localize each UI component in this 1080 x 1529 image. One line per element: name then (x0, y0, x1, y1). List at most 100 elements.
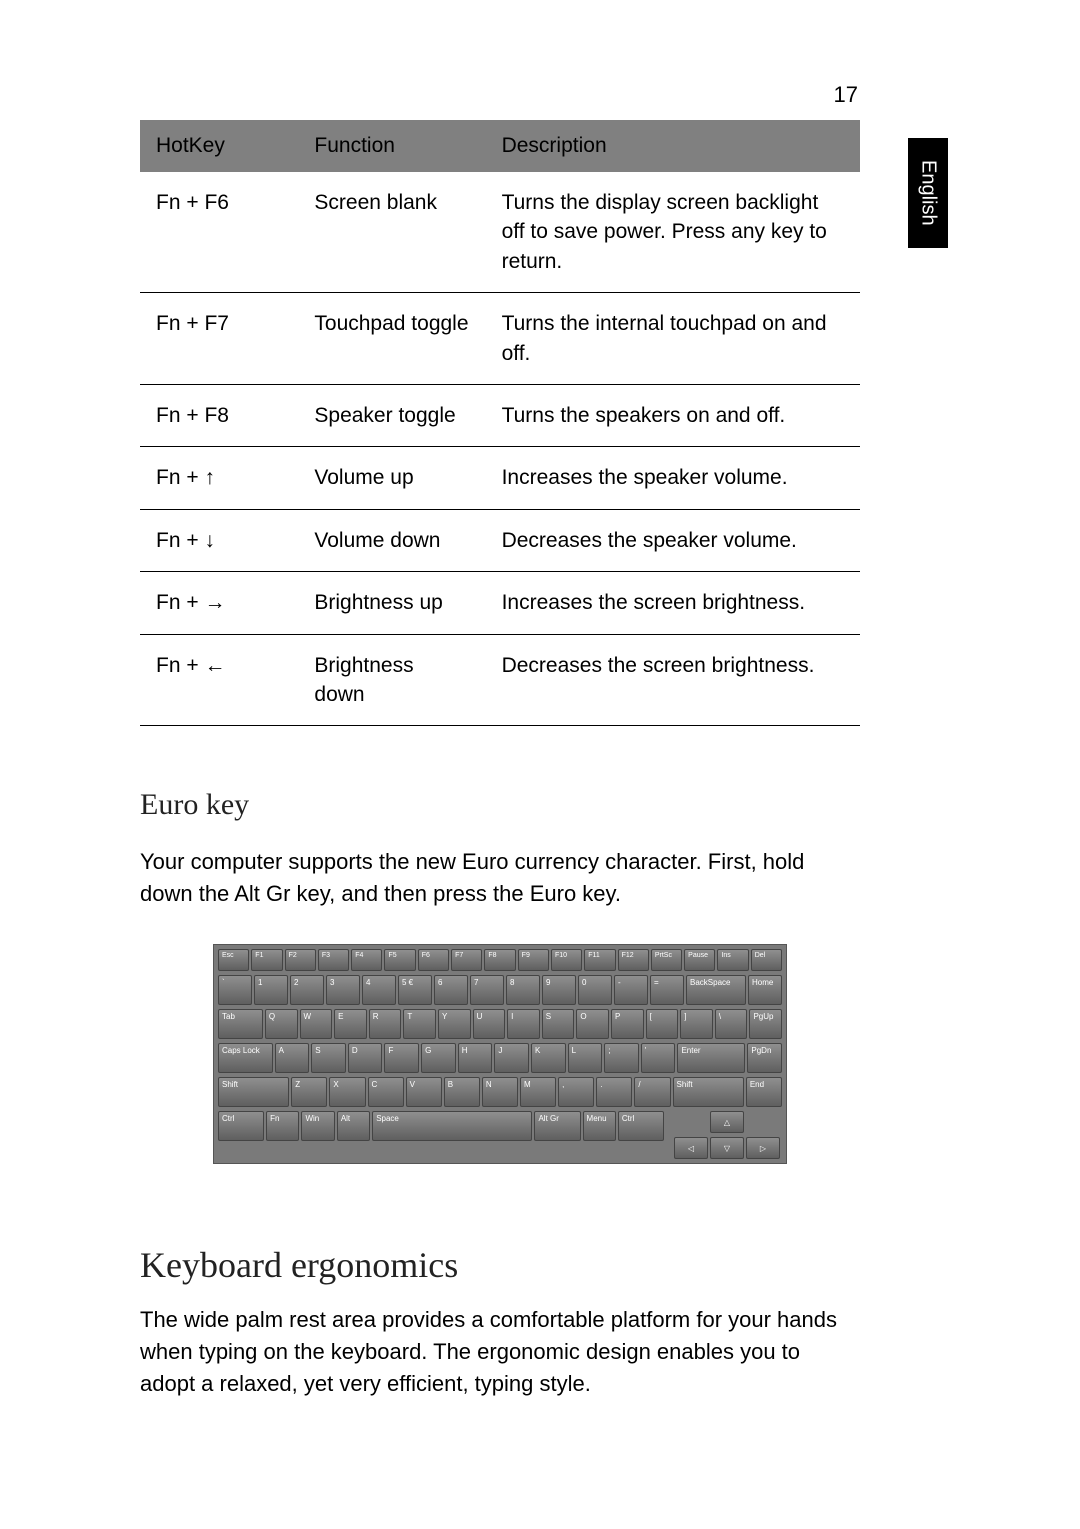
keyboard-key: = (650, 975, 684, 1005)
keyboard-key: / (634, 1077, 670, 1107)
keyboard-key: J (494, 1043, 529, 1073)
cell-description: Turns the speakers on and off. (486, 384, 860, 446)
table-row: Fn + → Brightness up Increases the scree… (140, 572, 860, 634)
keyboard-key: L (568, 1043, 603, 1073)
cell-description: Increases the speaker volume. (486, 447, 860, 509)
table-row: Fn + ↑ Volume up Increases the speaker v… (140, 447, 860, 509)
keyboard-key: Enter (677, 1043, 745, 1073)
keyboard-key: G (421, 1043, 456, 1073)
ergonomics-body: The wide palm rest area provides a comfo… (140, 1304, 860, 1400)
keyboard-key: W (300, 1009, 333, 1039)
keyboard-key: Win (301, 1111, 334, 1141)
keyboard-key: Z (291, 1077, 327, 1107)
keyboard-key: Caps Lock (218, 1043, 273, 1073)
arrow-down-key: ▽ (710, 1137, 744, 1159)
keyboard-key: ` (218, 975, 252, 1005)
table-row: Fn + ← Brightness down Decreases the scr… (140, 634, 860, 726)
keyboard-key: Del (751, 949, 782, 971)
cell-description: Decreases the speaker volume. (486, 509, 860, 571)
cell-hotkey: Fn + F6 (140, 172, 298, 293)
keyboard-key: 4 (362, 975, 396, 1005)
page-number: 17 (834, 82, 858, 108)
cell-function: Brightness up (298, 572, 485, 634)
keyboard-key: 1 (254, 975, 288, 1005)
arrow-left-key: ◁ (674, 1137, 708, 1159)
keyboard-key: Y (438, 1009, 471, 1039)
keyboard-key: E (334, 1009, 367, 1039)
kb-row-number: `12345 €67890-=BackSpaceHome (214, 975, 786, 1005)
cell-description: Decreases the screen brightness. (486, 634, 860, 726)
header-hotkey: HotKey (140, 120, 298, 172)
keyboard-key: 3 (326, 975, 360, 1005)
table-row: Fn + F6 Screen blank Turns the display s… (140, 172, 860, 293)
keyboard-key: Ctrl (618, 1111, 664, 1141)
cell-hotkey: Fn + ↓ (140, 509, 298, 571)
header-description: Description (486, 120, 860, 172)
keyboard-key: P (611, 1009, 644, 1039)
keyboard-key: K (531, 1043, 566, 1073)
keyboard-key: Alt Gr (534, 1111, 580, 1141)
keyboard-key: R (369, 1009, 402, 1039)
cell-hotkey: Fn + F8 (140, 384, 298, 446)
kb-row-modifier: CtrlFnWinAltSpaceAlt GrMenuCtrl (214, 1111, 668, 1141)
table-row: Fn + ↓ Volume down Decreases the speaker… (140, 509, 860, 571)
cell-function: Touchpad toggle (298, 293, 485, 385)
table-row: Fn + F7 Touchpad toggle Turns the intern… (140, 293, 860, 385)
keyboard-key: F2 (285, 949, 316, 971)
keyboard-key: I (507, 1009, 540, 1039)
cell-function: Volume up (298, 447, 485, 509)
keyboard-key: V (406, 1077, 442, 1107)
keyboard-key: ' (641, 1043, 676, 1073)
kb-row-function: EscF1F2F3F4F5F6F7F8F9F10F11F12PrtScPause… (214, 949, 786, 971)
keyboard-key: F (384, 1043, 419, 1073)
keyboard-key: H (458, 1043, 493, 1073)
keyboard-key: Fn (266, 1111, 299, 1141)
keyboard-key: 9 (542, 975, 576, 1005)
kb-row-qwerty: TabQWERTYUISOP[]\PgUp (214, 1009, 786, 1039)
kb-row-home: Caps LockASDFGHJKL;'EnterPgDn (214, 1043, 786, 1073)
cell-hotkey: Fn + → (140, 572, 298, 634)
keyboard-key: 6 (434, 975, 468, 1005)
hotkey-table: HotKey Function Description Fn + F6 Scre… (140, 120, 860, 726)
keyboard-key: , (558, 1077, 594, 1107)
keyboard-key: - (614, 975, 648, 1005)
cell-description: Turns the internal touchpad on and off. (486, 293, 860, 385)
page-content: HotKey Function Description Fn + F6 Scre… (140, 120, 860, 1400)
keyboard-key: F3 (318, 949, 349, 971)
cell-function: Volume down (298, 509, 485, 571)
keyboard-key: [ (646, 1009, 679, 1039)
keyboard-key: 0 (578, 975, 612, 1005)
cell-function: Brightness down (298, 634, 485, 726)
keyboard-key: Ctrl (218, 1111, 264, 1141)
cell-function: Speaker toggle (298, 384, 485, 446)
keyboard-key: Home (748, 975, 782, 1005)
keyboard-key: 7 (470, 975, 504, 1005)
keyboard-key: 2 (290, 975, 324, 1005)
keyboard-key: Menu (583, 1111, 616, 1141)
header-function: Function (298, 120, 485, 172)
arrow-key-cluster: △ ◁ ▽ ▷ (674, 1111, 782, 1159)
keyboard-key: F11 (584, 949, 615, 971)
keyboard-key: O (576, 1009, 609, 1039)
keyboard-key: F8 (484, 949, 515, 971)
keyboard-key: D (348, 1043, 383, 1073)
keyboard-key: BackSpace (686, 975, 746, 1005)
ergonomics-title: Keyboard ergonomics (140, 1244, 860, 1286)
keyboard-key: PrtSc (651, 949, 682, 971)
keyboard-key: F9 (518, 949, 549, 971)
keyboard-key: X (329, 1077, 365, 1107)
cell-function: Screen blank (298, 172, 485, 293)
table-header-row: HotKey Function Description (140, 120, 860, 172)
keyboard-key: F12 (618, 949, 649, 971)
keyboard-key: End (746, 1077, 782, 1107)
keyboard-key: Alt (337, 1111, 370, 1141)
keyboard-key: Ins (717, 949, 748, 971)
keyboard-key: Pause (684, 949, 715, 971)
language-tab: English (908, 138, 948, 248)
keyboard-key: F1 (251, 949, 282, 971)
keyboard-key: Shift (218, 1077, 289, 1107)
keyboard-key: Shift (673, 1077, 744, 1107)
keyboard-key: ] (680, 1009, 713, 1039)
euro-key-section: Euro key Your computer supports the new … (140, 788, 860, 1164)
keyboard-key: C (368, 1077, 404, 1107)
